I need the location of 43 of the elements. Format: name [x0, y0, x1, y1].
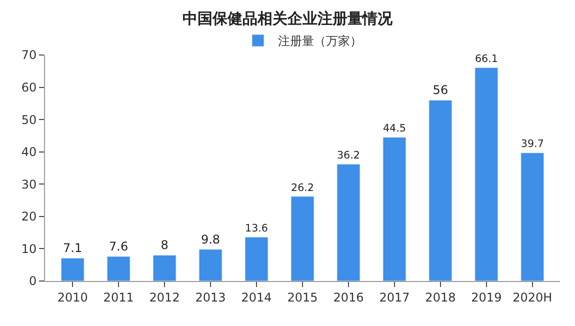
bar [106, 256, 130, 281]
y-tick-label: 50 [21, 112, 37, 127]
data-label: 56 [432, 83, 448, 98]
x-tick-label: 2019 [471, 290, 502, 304]
data-label: 39.7 [520, 138, 544, 150]
bar [244, 236, 268, 281]
bar [428, 100, 452, 281]
x-tick-label: 2020H [512, 290, 552, 304]
y-tick-label: 30 [21, 177, 37, 192]
bar [290, 196, 314, 281]
x-tick-label: 2012 [149, 290, 180, 304]
x-tick-label: 2011 [103, 290, 134, 304]
y-tick-label: 70 [21, 48, 37, 62]
data-label: 36.2 [337, 150, 360, 162]
x-tick-label: 2014 [241, 290, 272, 304]
data-label: 8 [160, 238, 168, 252]
bar [474, 67, 498, 281]
y-tick-label: 0 [28, 274, 37, 288]
bar [60, 258, 84, 281]
data-label: 66.1 [474, 53, 498, 66]
bar [520, 152, 544, 281]
chart-title: 中国保健品相关企业注册量情况 [182, 10, 394, 28]
y-tick-label: 60 [21, 80, 37, 94]
data-label: 7.6 [109, 239, 128, 254]
bar [336, 164, 360, 281]
x-tick-label: 2010 [57, 290, 88, 304]
y-tick-label: 10 [21, 242, 37, 256]
data-label: 13.6 [245, 222, 268, 235]
data-label: 7.1 [63, 241, 82, 256]
x-tick-label: 2015 [287, 290, 318, 304]
bar [198, 249, 222, 281]
data-label: 44.5 [382, 122, 406, 135]
data-label: 9.8 [200, 232, 220, 246]
y-tick-label: 20 [21, 210, 37, 224]
legend-label: 注册量（万家） [278, 34, 362, 48]
x-tick-label: 2013 [195, 290, 226, 304]
x-tick-label: 2017 [379, 290, 410, 304]
bar [382, 137, 406, 281]
x-tick-label: 2018 [425, 290, 456, 304]
x-tick-label: 2016 [333, 290, 364, 304]
bar [152, 254, 176, 281]
data-label: 26.2 [291, 182, 314, 194]
y-tick-label: 40 [21, 145, 37, 160]
